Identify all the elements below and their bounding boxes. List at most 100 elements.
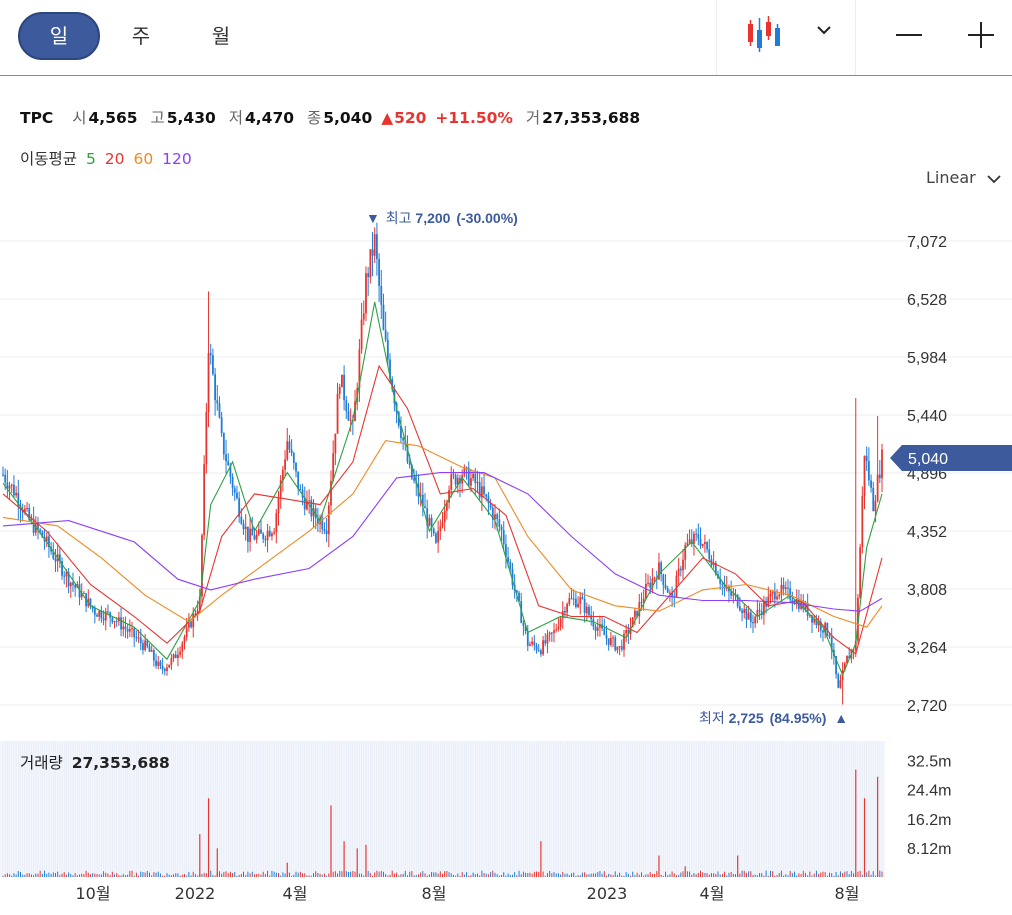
- candle-body: [163, 668, 166, 672]
- candle-body: [354, 401, 356, 422]
- candle-body: [500, 526, 503, 531]
- candle-body: [826, 622, 829, 635]
- candle-body: [454, 474, 457, 485]
- chevron-down-icon[interactable]: [812, 18, 836, 42]
- candle-body: [467, 467, 470, 486]
- candle-body: [6, 482, 9, 489]
- candle-body: [684, 545, 687, 560]
- candle-body: [54, 558, 57, 562]
- candle-body: [651, 578, 654, 588]
- candle-body: [233, 488, 236, 493]
- candle-body: [45, 536, 48, 542]
- price-chart[interactable]: 7,0726,5285,9845,4404,8964,3523,8083,264…: [0, 196, 1012, 915]
- candle-body: [603, 628, 606, 636]
- candle-body: [316, 518, 319, 525]
- candle-body: [725, 586, 728, 589]
- candle-body: [157, 661, 160, 666]
- period-month-button[interactable]: 월: [211, 24, 231, 48]
- plus-icon[interactable]: [964, 18, 998, 52]
- time-tick-label: 10월: [75, 884, 110, 903]
- candle-body: [181, 643, 184, 652]
- candle-body: [758, 610, 761, 612]
- candle-body: [472, 473, 475, 479]
- candle-body: [253, 535, 256, 540]
- minus-icon[interactable]: [892, 18, 926, 52]
- candle-body: [312, 508, 315, 517]
- scale-select[interactable]: Linear: [926, 168, 1003, 187]
- ma-5-label: 5: [85, 150, 96, 168]
- price-tick-label: 2,720: [907, 698, 947, 715]
- candle-body: [872, 487, 875, 512]
- candle-body: [323, 529, 326, 531]
- candle-body: [806, 602, 809, 616]
- period-day-button[interactable]: 일: [18, 12, 100, 60]
- candle-body: [343, 374, 346, 401]
- candle-body: [376, 234, 378, 260]
- candle-body: [859, 547, 862, 598]
- candle-body: [306, 501, 308, 510]
- candle-body: [456, 477, 459, 485]
- candle-body: [664, 584, 667, 589]
- candle-body: [347, 411, 350, 421]
- candle-body: [714, 562, 717, 575]
- candle-body: [148, 646, 151, 652]
- high-annotation: ▼ 최고 7,200 (-30.00%): [366, 210, 518, 226]
- candles: [2, 222, 883, 705]
- candle-body: [697, 534, 700, 539]
- candle-body: [144, 640, 147, 650]
- candle-body: [524, 625, 527, 632]
- candle-body: [268, 530, 271, 537]
- open-value: 4,565: [88, 109, 138, 127]
- candle-body: [848, 655, 851, 659]
- candle-body: [288, 441, 291, 450]
- candle-body: [470, 478, 472, 486]
- candle-body: [179, 651, 182, 655]
- candle-body: [240, 516, 243, 524]
- candle-body: [28, 507, 31, 520]
- candle-body: [131, 628, 133, 630]
- candle-body: [41, 531, 44, 538]
- candle-body: [701, 543, 704, 546]
- candle-body: [408, 461, 411, 466]
- candle-body: [837, 674, 840, 688]
- price-tick-label: 3,808: [907, 582, 947, 599]
- candle-body: [137, 637, 140, 639]
- candle-body: [480, 486, 483, 498]
- ma-line-120: [2, 472, 883, 612]
- time-tick-label: 2023: [587, 884, 628, 903]
- candle-body: [225, 454, 227, 462]
- candle-body: [161, 666, 164, 669]
- candle-body: [784, 587, 787, 590]
- candle-body: [588, 606, 590, 616]
- candle-body: [616, 646, 619, 651]
- ma-60-label: 60: [133, 150, 154, 168]
- quote-summary: TPC 시 4,565 고 5,430 저 4,470 종 5,040 ▲520 +11…: [20, 106, 640, 128]
- candle-body: [275, 513, 278, 533]
- price-tick-label: 5,440: [907, 408, 947, 425]
- candle-body: [706, 542, 708, 550]
- candle-body: [529, 644, 531, 646]
- price-tick-label: 4,352: [907, 524, 947, 541]
- candle-body: [365, 273, 367, 314]
- period-week-button[interactable]: 주: [131, 24, 151, 48]
- candle-body: [301, 489, 304, 498]
- candle-body: [741, 610, 743, 613]
- candle-body: [747, 612, 750, 620]
- candle-body: [89, 598, 92, 606]
- moving-average-legend[interactable]: 이동평균 5 20 60 120: [20, 147, 196, 169]
- candle-body: [391, 378, 394, 390]
- candle-body: [732, 594, 735, 596]
- candle-body: [658, 562, 660, 580]
- candle-body: [745, 608, 748, 620]
- price-tick-label: 3,264: [907, 640, 947, 657]
- candle-body: [194, 613, 197, 615]
- candle-body: [330, 480, 332, 506]
- candle-body: [546, 634, 549, 644]
- candle-body: [382, 304, 385, 330]
- candle-body: [413, 478, 415, 481]
- candlestick-icon[interactable]: [740, 14, 788, 54]
- candle-body: [52, 551, 55, 559]
- candle-body: [618, 646, 621, 648]
- candle-body: [878, 474, 881, 479]
- candle-body: [279, 480, 282, 499]
